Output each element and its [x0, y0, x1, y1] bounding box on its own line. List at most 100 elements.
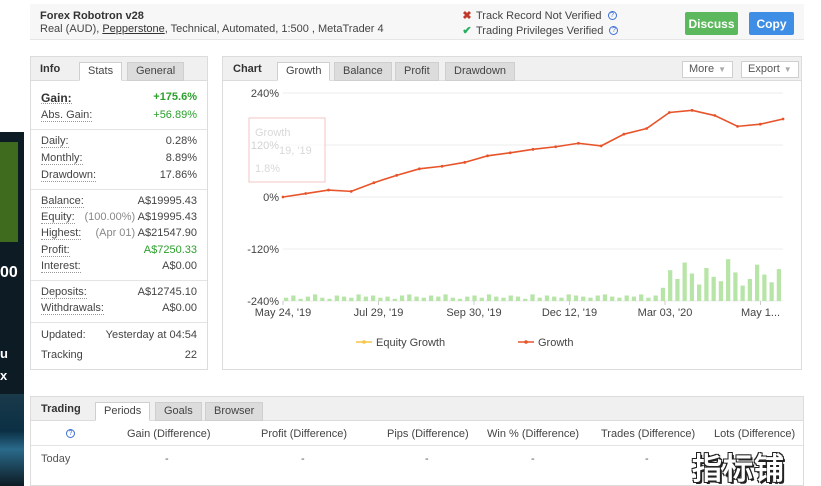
- volume-bar: [392, 298, 397, 301]
- help-icon[interactable]: ?: [607, 11, 617, 20]
- divider: [31, 129, 207, 130]
- x-tick-label: Sep 30, '19: [446, 307, 501, 319]
- more-dropdown[interactable]: More ▼: [682, 61, 733, 78]
- cross-icon: ✖: [462, 10, 472, 22]
- stat-label: Daily:: [41, 135, 69, 148]
- volume-bar: [334, 295, 339, 301]
- volume-bar: [341, 296, 347, 301]
- chart-panel: Chart Growth Balance Profit Drawdown Mor…: [222, 56, 802, 370]
- legend-equity-growth[interactable]: Equity Growth: [376, 337, 445, 349]
- divider: [31, 189, 207, 190]
- growth-point: [758, 122, 762, 126]
- divider: [31, 445, 803, 446]
- volume-bar: [530, 294, 535, 301]
- column-header[interactable]: Win % (Difference): [487, 428, 580, 440]
- column-header[interactable]: Gain (Difference): [127, 428, 211, 440]
- stat-value: 0.28%: [165, 135, 197, 147]
- volume-bar: [718, 281, 724, 301]
- x-tick-label: Dec 12, '19: [542, 307, 597, 319]
- x-axis-ticks: May 24, '19 Jul 29, '19 Sep 30, '19 Dec 12,…: [255, 301, 780, 319]
- growth-point: [486, 154, 489, 158]
- value-cell: -: [425, 453, 429, 465]
- volume-bar: [486, 294, 492, 301]
- volume-bar: [298, 298, 303, 301]
- broker-link[interactable]: Pepperstone: [102, 23, 165, 35]
- checkmark-icon: ✔: [462, 25, 472, 37]
- volume-bar: [399, 295, 405, 301]
- stat-value: 17.86%: [159, 169, 197, 181]
- volume-bar: [457, 298, 463, 301]
- stat-value: A$12745.10: [137, 286, 197, 298]
- volume-bar: [624, 295, 629, 301]
- volume-bar: [327, 298, 332, 301]
- stat-label: Gain:: [41, 91, 72, 105]
- growth-point: [417, 167, 421, 171]
- copy-button[interactable]: Copy: [749, 12, 794, 35]
- stat-label: Tracking: [41, 349, 83, 361]
- volume-bar: [617, 297, 622, 301]
- volume-bar: [284, 297, 289, 301]
- system-subtitle: Real (AUD), Pepperstone, Technical, Auto…: [40, 23, 384, 35]
- legend-growth-marker: [524, 340, 528, 344]
- stat-withdrawals: Withdrawals: A$0.00: [41, 302, 197, 318]
- tab-periods[interactable]: Periods: [95, 402, 151, 421]
- tab-stats[interactable]: Stats: [79, 62, 123, 81]
- growth-point: [690, 108, 694, 112]
- legend-growth[interactable]: Growth: [538, 337, 573, 349]
- growth-point: [372, 181, 376, 185]
- growth-point: [554, 145, 558, 149]
- stat-label: Deposits:: [41, 286, 87, 299]
- column-header[interactable]: Lots (Difference): [714, 428, 796, 440]
- tab-growth[interactable]: Growth: [277, 62, 331, 81]
- info-tabs: Info Stats General: [31, 57, 207, 81]
- export-dropdown[interactable]: Export ▼: [741, 61, 799, 78]
- tooltip-date: 19, '19: [279, 145, 312, 157]
- tab-browser[interactable]: Browser: [205, 402, 264, 421]
- stat-updated: Updated: Yesterday at 04:54: [41, 329, 197, 345]
- divider: [31, 280, 207, 281]
- system-details: , Technical, Automated, 1:500 , MetaTrad…: [164, 23, 384, 35]
- stat-label: Monthly:: [41, 152, 83, 165]
- side-advertisement[interactable]: 00 u x: [0, 132, 24, 486]
- growth-point: [349, 189, 353, 193]
- trading-table-header: ? Gain (Difference) Profit (Difference) …: [31, 425, 803, 441]
- tab-drawdown[interactable]: Drawdown: [445, 62, 515, 81]
- volume-bar: [711, 276, 716, 301]
- stat-abs-gain: Abs. Gain: +56.89%: [41, 109, 197, 125]
- help-icon[interactable]: ?: [609, 26, 619, 35]
- stat-equity: Equity: (100.00%) A$19995.43: [41, 211, 197, 227]
- tab-goals[interactable]: Goals: [155, 402, 202, 421]
- x-tick-label: May 1...: [741, 307, 780, 319]
- y-tick-label: 240%: [251, 88, 279, 100]
- help-icon[interactable]: ?: [66, 429, 75, 438]
- volume-bar: [291, 295, 296, 301]
- table-row: Today - - - - - -: [31, 453, 803, 469]
- column-header[interactable]: Trades (Difference): [601, 428, 696, 440]
- growth-point: [736, 124, 739, 128]
- column-header[interactable]: Pips (Difference): [387, 428, 469, 440]
- volume-bar: [762, 274, 767, 301]
- export-label: Export: [748, 63, 780, 75]
- tab-profit[interactable]: Profit: [395, 62, 439, 81]
- volume-bar: [378, 297, 383, 301]
- stat-value: A$0.00: [162, 260, 197, 272]
- volume-bar: [675, 279, 680, 301]
- system-header: Forex Robotron v28 Real (AUD), Peppersto…: [30, 4, 804, 40]
- growth-point: [577, 141, 580, 145]
- tab-balance[interactable]: Balance: [334, 62, 392, 81]
- discuss-button[interactable]: Discuss: [685, 12, 738, 35]
- trading-privileges-label: Trading Privileges Verified: [476, 24, 604, 37]
- growth-point: [304, 192, 308, 195]
- stat-value: 8.89%: [165, 152, 197, 164]
- volume-bar: [581, 296, 586, 301]
- ad-text-line-2: u: [0, 346, 8, 361]
- tab-general[interactable]: General: [127, 62, 185, 81]
- stat-label: Updated:: [41, 329, 86, 341]
- volume-bar: [726, 259, 731, 301]
- growth-point: [599, 144, 603, 148]
- column-header[interactable]: Profit (Difference): [261, 428, 347, 440]
- stat-label: Interest:: [41, 260, 81, 273]
- growth-point: [531, 147, 535, 151]
- stat-label: Abs. Gain:: [41, 109, 93, 122]
